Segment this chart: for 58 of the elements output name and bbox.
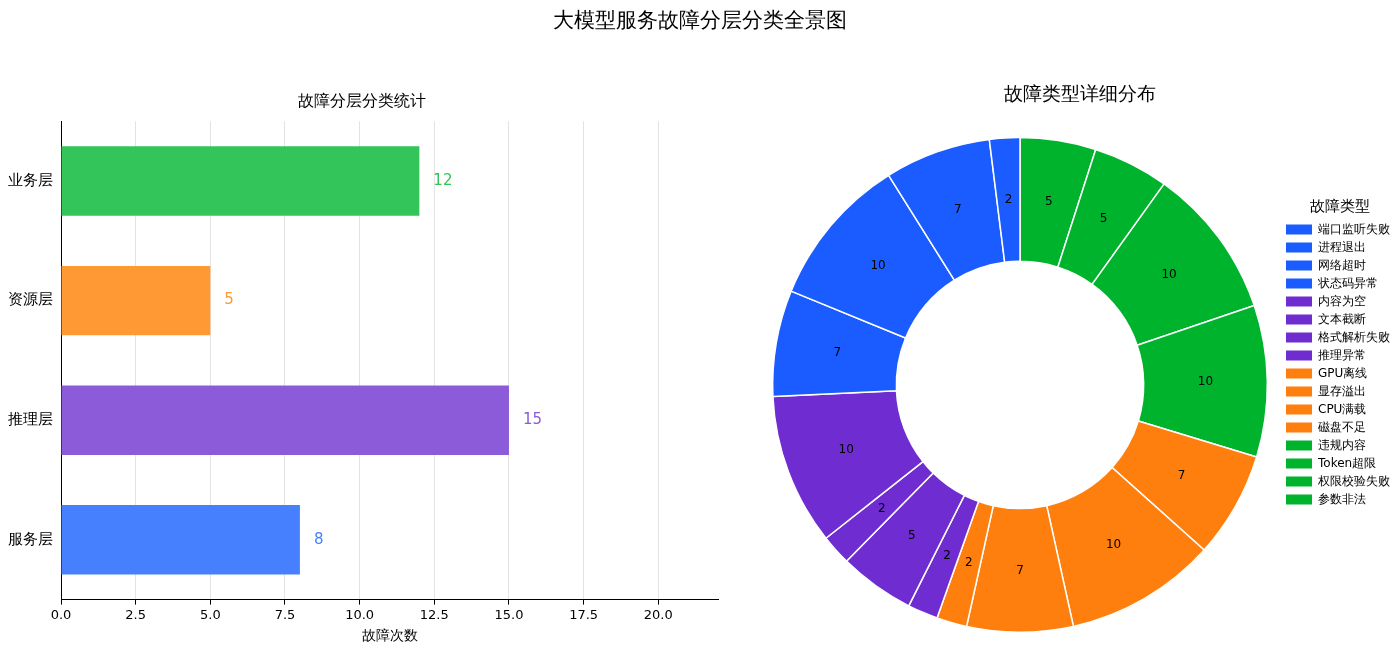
x-tick-label: 0.0 [50, 606, 72, 622]
data-label: 5 [1099, 211, 1108, 226]
legend-label: 显存溢出 [1318, 383, 1366, 398]
x-tick-label: 17.5 [569, 606, 599, 622]
x-tick-label: 7.5 [274, 606, 296, 622]
bar [61, 505, 300, 575]
data-label: 10 [838, 441, 854, 456]
legend-label: GPU离线 [1318, 365, 1368, 380]
y-tick-label: 推理层 [8, 410, 53, 429]
legend-label: 端口监听失败 [1318, 221, 1390, 236]
legend-label: CPU满载 [1318, 401, 1367, 416]
chart-title: 故障类型详细分布 [1004, 82, 1156, 105]
x-tick-label: 5.0 [199, 606, 221, 622]
legend-label: 权限校验失败 [1317, 473, 1390, 488]
data-label: 2 [1004, 191, 1013, 206]
x-axis-title: 故障次数 [361, 627, 418, 644]
data-label: 12 [433, 170, 453, 189]
data-label: 7 [833, 345, 842, 360]
bar [61, 146, 420, 216]
data-label: 10 [1197, 374, 1214, 389]
legend-label: 内容为空 [1318, 293, 1366, 308]
legend-label: 网络超时 [1318, 257, 1366, 272]
legend-label: 文本截断 [1318, 311, 1366, 326]
legend-label: 推理异常 [1318, 347, 1366, 362]
data-label: 7 [953, 202, 962, 217]
x-tick-label: 12.5 [419, 606, 449, 622]
data-label: 10 [870, 257, 886, 272]
legend-label: Token超限 [1317, 455, 1377, 470]
legend-title: 故障类型 [1310, 196, 1370, 215]
bar [61, 385, 509, 455]
data-label: 15 [522, 410, 543, 429]
data-label: 2 [878, 500, 886, 515]
legend-label: 参数非法 [1318, 491, 1366, 506]
legend-label: 磁盘不足 [1317, 419, 1366, 434]
chart-title: 故障分层分类统计 [297, 90, 426, 110]
legend-label: 违规内容 [1318, 437, 1366, 452]
y-tick-label: 资源层 [8, 290, 53, 309]
bar [61, 265, 211, 336]
data-label: 5 [908, 527, 916, 542]
data-label: 7 [1177, 468, 1186, 483]
y-tick-label: 服务层 [8, 529, 53, 548]
x-tick-label: 15.0 [494, 606, 524, 622]
data-label: 8 [313, 529, 324, 548]
text: 大模型服务故障分层分类全景图 [552, 7, 848, 34]
x-tick-label: 20.0 [643, 606, 673, 622]
data-label: 5 [224, 290, 234, 309]
data-label: 10 [1161, 266, 1177, 281]
legend-label: 进程退出 [1318, 239, 1366, 254]
x-tick-label: 2.5 [125, 606, 146, 622]
data-label: 5 [1044, 193, 1053, 208]
x-tick-label: 10.0 [345, 606, 375, 622]
y-tick-label: 业务层 [8, 170, 53, 189]
data-label: 2 [943, 547, 951, 562]
legend-label: 状态码异常 [1317, 275, 1378, 290]
data-label: 2 [964, 555, 973, 570]
data-label: 7 [1016, 562, 1024, 577]
legend-label: 格式解析失败 [1317, 329, 1390, 344]
data-label: 10 [1105, 537, 1122, 552]
